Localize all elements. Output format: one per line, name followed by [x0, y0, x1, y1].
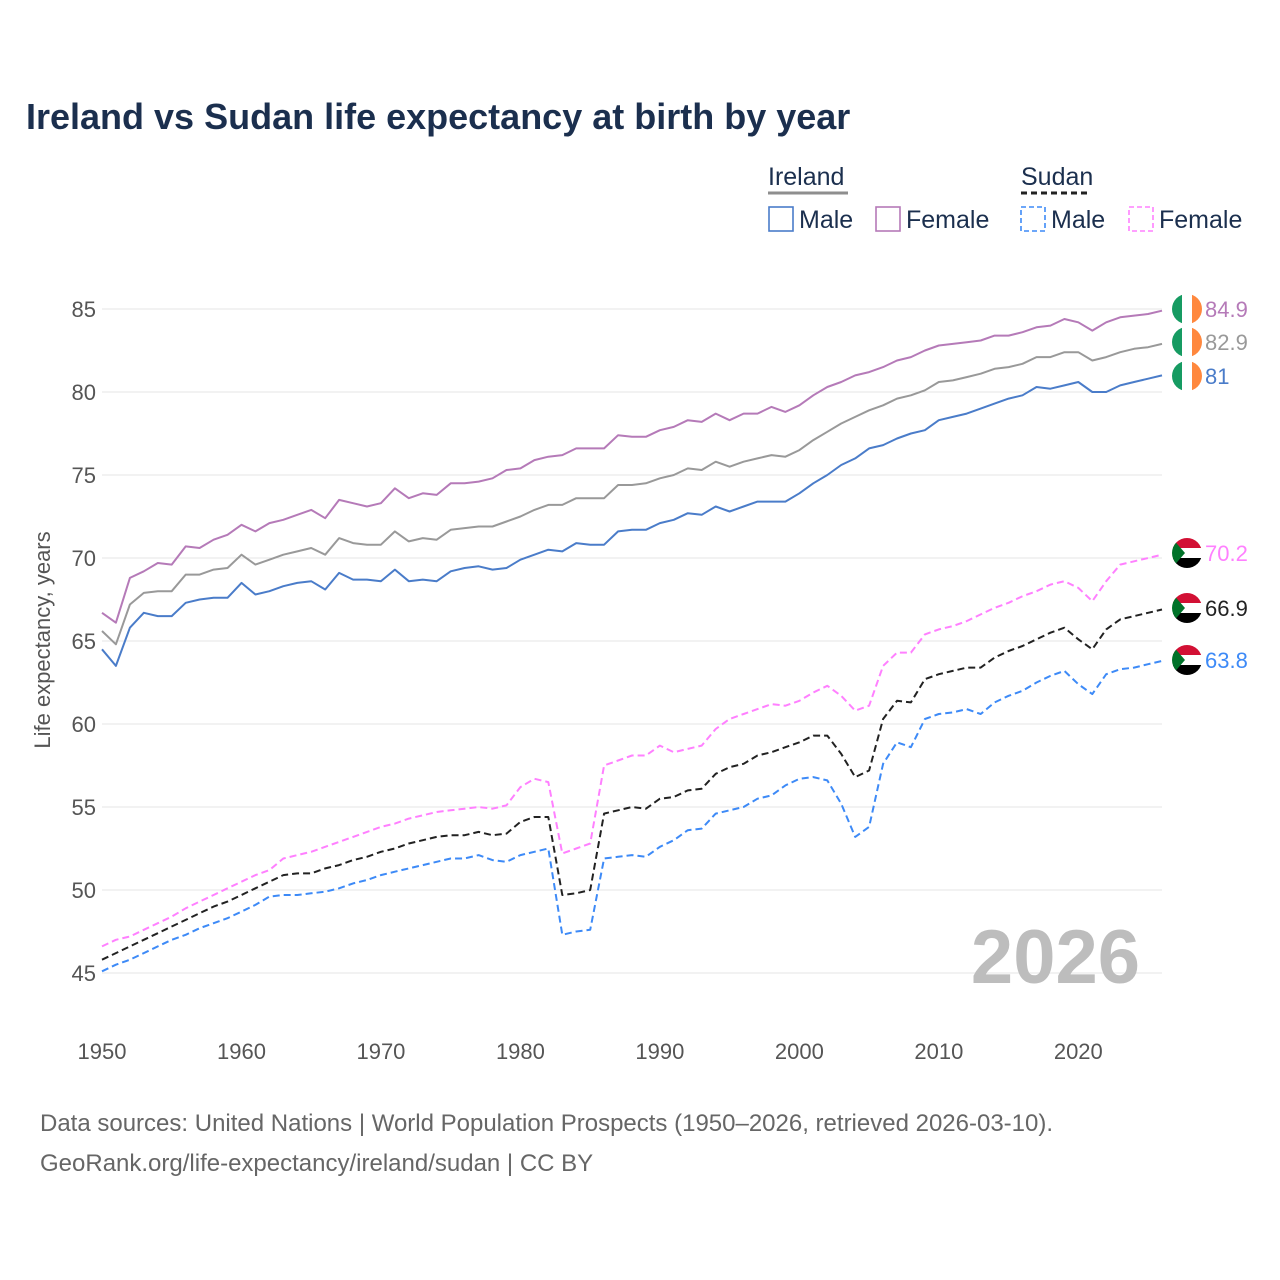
x-tick-label: 1990 — [635, 1039, 684, 1064]
y-tick-label: 65 — [72, 629, 96, 654]
series-line-ireland-total — [101, 342, 1163, 646]
ireland-flag-icon — [1172, 327, 1202, 357]
x-tick-label: 2000 — [775, 1039, 824, 1064]
end-value-label: 82.9 — [1205, 330, 1248, 355]
year-watermark: 2026 — [971, 915, 1140, 1000]
legend-swatch-female — [875, 206, 901, 232]
end-value-label: 81 — [1205, 364, 1229, 389]
x-tick-label: 1970 — [356, 1039, 405, 1064]
legend-label-male: Male — [799, 206, 853, 234]
legend-group-ireland: Ireland — [768, 163, 844, 191]
y-axis-label: Life expectancy, years — [30, 531, 55, 748]
y-tick-label: 50 — [72, 878, 96, 903]
sudan-flag-icon — [1172, 538, 1202, 568]
x-tick-label: 2020 — [1054, 1039, 1103, 1064]
y-tick-label: 45 — [72, 961, 96, 986]
series-line-ireland-male — [101, 374, 1163, 667]
y-tick-label: 55 — [72, 795, 96, 820]
legend-swatch-male — [1020, 206, 1046, 232]
ireland-flag-icon — [1172, 294, 1202, 324]
legend-group-sudan: Sudan — [1021, 163, 1093, 191]
y-axis-ticks: 45 50 55 60 65 70 75 80 85 — [72, 297, 96, 986]
series-line-sudan-male — [101, 659, 1163, 973]
legend-swatch-male — [768, 206, 794, 232]
legend-label-female: Female — [906, 206, 989, 234]
series-line-sudan-female — [101, 553, 1163, 948]
series-lines — [101, 309, 1163, 973]
end-value-label: 66.9 — [1205, 596, 1248, 621]
x-tick-label: 1960 — [217, 1039, 266, 1064]
x-tick-label: 1950 — [78, 1039, 127, 1064]
x-tick-label: 1980 — [496, 1039, 545, 1064]
series-line-sudan-total — [101, 608, 1163, 961]
gridlines — [102, 308, 1162, 974]
y-tick-label: 60 — [72, 712, 96, 737]
end-value-label: 70.2 — [1205, 541, 1248, 566]
series-line-ireland-female — [101, 309, 1163, 624]
x-axis-ticks: 1950 1960 1970 1980 1990 2000 2010 2020 — [78, 1039, 1103, 1064]
footer-attribution: GeoRank.org/life-expectancy/ireland/suda… — [40, 1150, 593, 1177]
end-value-label: 84.9 — [1205, 297, 1248, 322]
footer-sources: Data sources: United Nations | World Pop… — [40, 1110, 1053, 1137]
legend-label-female: Female — [1159, 206, 1242, 234]
x-tick-label: 2010 — [914, 1039, 963, 1064]
chart-title: Ireland vs Sudan life expectancy at birt… — [26, 96, 850, 137]
y-tick-label: 85 — [72, 297, 96, 322]
ireland-flag-icon — [1172, 361, 1202, 391]
legend-label-male: Male — [1051, 206, 1105, 234]
end-value-label: 63.8 — [1205, 648, 1248, 673]
legend: Ireland Male Female Sudan Male Female — [768, 163, 1242, 234]
sudan-flag-icon — [1172, 645, 1202, 675]
y-tick-label: 70 — [72, 546, 96, 571]
end-labels: 84.9 82.9 81 70.2 66.9 63.8 — [1172, 294, 1248, 675]
legend-swatch-female — [1128, 206, 1154, 232]
sudan-flag-icon — [1172, 593, 1202, 623]
y-tick-label: 80 — [72, 380, 96, 405]
y-tick-label: 75 — [72, 463, 96, 488]
